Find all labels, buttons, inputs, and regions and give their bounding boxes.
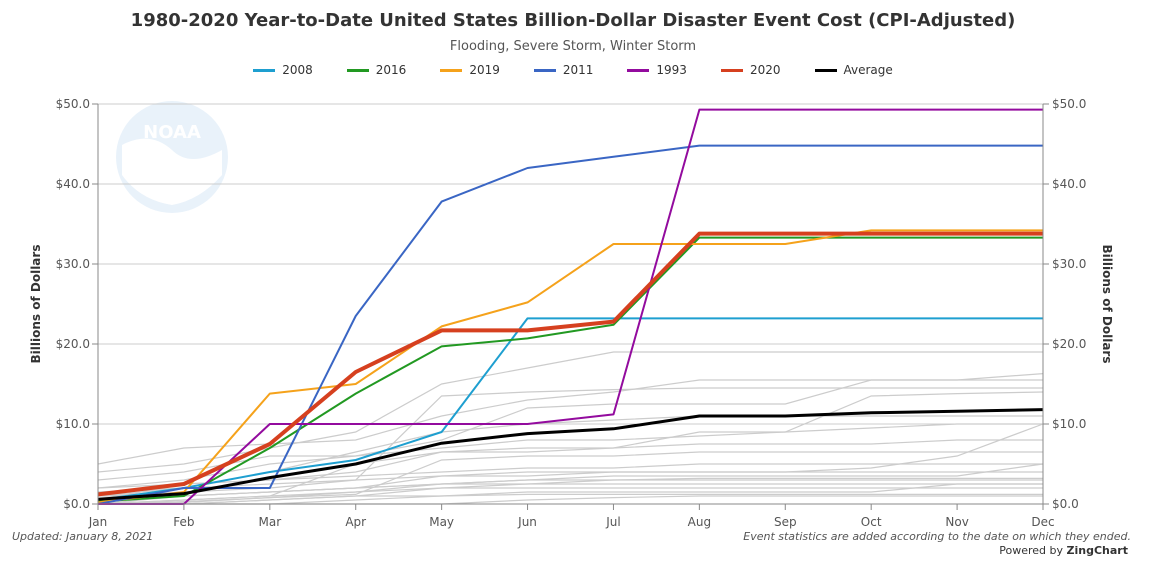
- series-line-2016: [97, 236, 1043, 503]
- x-tick-label: Mar: [258, 515, 281, 529]
- x-tick-label: May: [429, 515, 454, 529]
- series-line-1993: [98, 108, 1043, 505]
- legend-item-average[interactable]: Average: [814, 63, 893, 77]
- y-tick-label: $20.0: [1052, 337, 1086, 351]
- legend-label: Average: [843, 63, 893, 77]
- x-tick-label: Dec: [1031, 515, 1054, 529]
- y-tick-label: $0.0: [1052, 497, 1079, 511]
- legend-item-2011[interactable]: 2011: [533, 63, 594, 77]
- y-axis-label-right: Billions of Dollars: [1100, 245, 1114, 364]
- series-line-2008: [97, 317, 1043, 501]
- series-line-2020: [97, 231, 1043, 497]
- y-tick-label: $20.0: [56, 337, 90, 351]
- series-line-background: [97, 423, 1043, 505]
- legend-item-2020[interactable]: 2020: [720, 63, 781, 77]
- updated-note: Updated: January 8, 2021: [12, 530, 154, 543]
- series-line-background: [98, 483, 1043, 497]
- y-tick-label: $40.0: [56, 177, 90, 191]
- legend-label: 2016: [375, 63, 407, 77]
- x-tick-label: Nov: [945, 515, 968, 529]
- event-statistics-note: Event statistics are added according to …: [743, 530, 1131, 543]
- x-axis: Jan Feb Mar Apr May Jun Jul Aug Sep Oct Nov Dec: [88, 503, 1055, 529]
- y-tick-label: $0.0: [63, 497, 90, 511]
- chart-legend: 2008 2016 2019 2011 1993 2020 Average: [0, 63, 1146, 77]
- legend-label: 2019: [469, 63, 500, 77]
- zingchart-brand[interactable]: ZingChart: [1066, 544, 1128, 557]
- legend-label: 1993: [656, 63, 687, 77]
- y-tick-label: $40.0: [1052, 177, 1086, 191]
- y-tick-label: $10.0: [1052, 417, 1086, 431]
- x-tick-label: Jan: [88, 515, 108, 529]
- y-tick-label: $50.0: [56, 97, 90, 111]
- legend-swatch: [440, 68, 463, 72]
- powered-by[interactable]: Powered by ZingChart: [999, 544, 1128, 557]
- x-tick-label: Apr: [345, 515, 366, 529]
- series-line-2011: [97, 144, 1043, 505]
- series-line-background: [97, 391, 1044, 481]
- series-line-background: [97, 423, 1044, 493]
- y-axis-right: $0.0 $10.0 $20.0 $30.0 $40.0 $50.0: [1042, 97, 1086, 511]
- legend-item-2008[interactable]: 2008: [253, 63, 313, 77]
- noaa-logo-text: NOAA: [143, 122, 201, 143]
- x-tick-label: Oct: [861, 515, 882, 529]
- y-tick-label: $50.0: [1052, 97, 1086, 111]
- series-line-background: [97, 379, 1043, 489]
- x-tick-label: Feb: [173, 515, 194, 529]
- chart-title: 1980-2020 Year-to-Date United States Bil…: [130, 10, 1016, 31]
- legend-swatch: [253, 68, 276, 72]
- legend-label: 2020: [749, 63, 781, 77]
- y-tick-label: $10.0: [56, 417, 90, 431]
- x-tick-label: Sep: [774, 515, 797, 529]
- grid-lines: [98, 103, 1043, 505]
- highlighted-series: [97, 108, 1044, 505]
- series-line-background: [98, 483, 1043, 505]
- legend-swatch: [720, 68, 743, 72]
- y-tick-label: $30.0: [56, 257, 90, 271]
- legend-swatch: [627, 68, 650, 72]
- noaa-logo-watermark: NOAA: [116, 101, 228, 213]
- legend-item-2019[interactable]: 2019: [440, 63, 500, 77]
- y-tick-label: $30.0: [1052, 257, 1086, 271]
- powered-by-prefix: Powered by: [999, 544, 1067, 557]
- legend-swatch: [533, 68, 556, 72]
- legend-label: 2011: [562, 63, 594, 77]
- legend-item-2016[interactable]: 2016: [346, 63, 407, 77]
- y-axis-left: $0.0 $10.0 $20.0 $30.0 $40.0 $50.0: [56, 97, 99, 511]
- legend-swatch: [346, 68, 369, 72]
- y-axis-label-left: Billions of Dollars: [29, 245, 43, 364]
- chart-subtitle: Flooding, Severe Storm, Winter Storm: [449, 39, 697, 54]
- x-tick-label: Jun: [517, 515, 537, 529]
- legend-label: 2008: [282, 63, 313, 77]
- series-line-average: [97, 408, 1044, 501]
- x-tick-label: Jul: [605, 515, 620, 529]
- series-line-background: [97, 451, 1043, 505]
- series-line-2019: [97, 229, 1043, 504]
- x-tick-label: Aug: [688, 515, 711, 529]
- legend-swatch: [814, 68, 837, 72]
- legend-item-1993[interactable]: 1993: [627, 63, 687, 77]
